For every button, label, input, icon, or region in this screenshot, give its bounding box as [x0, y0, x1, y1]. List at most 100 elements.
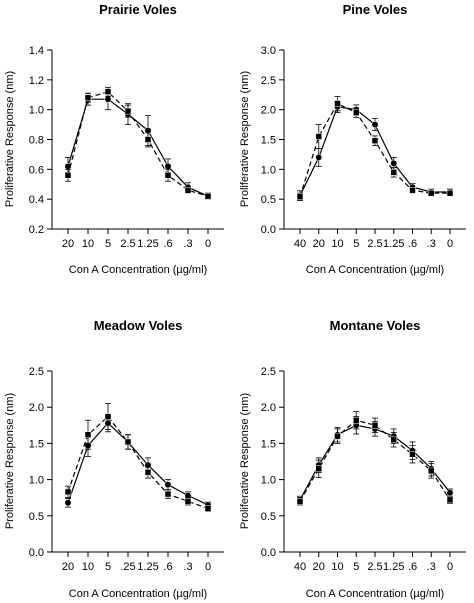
- x-tick-label: 1.25: [383, 561, 404, 573]
- y-tick-label: 1.2: [29, 75, 44, 87]
- y-tick-label: 0.5: [261, 194, 276, 206]
- x-tick-label: 20: [62, 238, 74, 250]
- x-tick-label: 5: [105, 561, 111, 573]
- y-tick-label: 2.5: [261, 366, 276, 378]
- series-squares: [296, 411, 454, 506]
- series-circles: [64, 414, 212, 509]
- x-tick-label: 2.5: [367, 238, 382, 250]
- data-point-square: [371, 137, 379, 144]
- data-point-square: [184, 186, 192, 194]
- series-line: [299, 102, 450, 197]
- y-tick-label: 1.0: [29, 105, 44, 117]
- panel-meadow-voles: Meadow Voles Con A Concentration (µg/ml)…: [4, 318, 224, 600]
- y-tick-label: 0.5: [261, 511, 276, 523]
- x-tick-label: 5: [353, 561, 359, 573]
- data-point-square: [144, 136, 152, 143]
- x-tick-label: 40: [294, 561, 306, 573]
- series-line: [67, 98, 209, 197]
- data-point-square: [64, 488, 72, 496]
- x-tick-label: .3: [427, 561, 436, 573]
- data-point-square: [390, 436, 397, 444]
- series-line: [67, 422, 209, 506]
- y-tick-label: 2.0: [29, 402, 44, 414]
- data-point-square: [446, 189, 454, 197]
- x-tick-label: .3: [427, 238, 436, 250]
- data-point-circle: [371, 121, 379, 129]
- panel-prairie-voles: Prairie Voles Con A Concentration (µg/ml…: [4, 2, 224, 276]
- panel-title: Meadow Voles: [94, 318, 183, 333]
- panel-pine-voles: Pine Voles Con A Concentration (µg/ml) P…: [239, 2, 466, 276]
- y-tick-label: 0.6: [29, 164, 44, 176]
- x-tick-label: .6: [163, 561, 172, 573]
- x-tick-label: .3: [183, 561, 192, 573]
- x-tick-label: 10: [82, 238, 94, 250]
- x-tick-label: .6: [408, 561, 417, 573]
- y-tick-label: 2.0: [261, 105, 276, 117]
- data-point-square: [315, 465, 322, 472]
- x-tick-label: 1.25: [383, 238, 404, 250]
- data-point-square: [409, 186, 416, 194]
- data-point-square: [296, 193, 304, 201]
- data-point-square: [124, 438, 132, 446]
- data-point-square: [164, 490, 172, 498]
- x-tick-label: 1.25: [137, 238, 158, 250]
- data-point-circle: [164, 162, 172, 170]
- y-axis-title: Proliferative Response (nm): [239, 71, 251, 207]
- y-tick-label: 1.0: [29, 475, 44, 487]
- series-line: [299, 419, 451, 502]
- y-tick-label: 2.0: [261, 402, 276, 414]
- y-tick-label: 2.5: [261, 75, 276, 87]
- data-point-circle: [164, 481, 172, 489]
- data-point-square: [296, 498, 304, 505]
- x-axis-title: Con A Concentration (µg/ml): [69, 588, 207, 600]
- x-tick-label: 2.5: [367, 561, 382, 573]
- data-point-square: [104, 88, 112, 96]
- series-circles: [296, 100, 454, 201]
- data-point-square: [390, 169, 397, 176]
- data-point-square: [84, 94, 92, 101]
- y-tick-label: 0.2: [29, 224, 44, 236]
- x-tick-label: 20: [313, 561, 325, 573]
- data-point-square: [353, 109, 360, 116]
- x-tick-label: 0: [205, 561, 211, 573]
- x-tick-label: 0: [205, 238, 211, 250]
- data-point-square: [204, 192, 212, 200]
- y-axis-title: Proliferative Response (nm): [239, 393, 251, 529]
- x-tick-label: .6: [408, 238, 417, 250]
- data-point-square: [164, 172, 172, 179]
- panel-title: Montane Voles: [330, 318, 421, 333]
- y-tick-label: 0.0: [261, 224, 276, 236]
- x-tick-label: 0: [447, 238, 453, 250]
- series-line: [67, 91, 209, 197]
- x-tick-label: 20: [62, 561, 74, 573]
- y-tick-label: 2.5: [29, 366, 44, 378]
- x-tick-label: 10: [82, 561, 94, 573]
- data-point-square: [124, 107, 132, 115]
- panel-montane-voles: Montane Voles Con A Concentration (µg/ml…: [239, 318, 466, 600]
- data-point-square: [64, 172, 72, 179]
- data-point-square: [409, 451, 416, 458]
- y-axis-title: Proliferative Response (nm): [4, 71, 16, 207]
- x-tick-label: 20: [313, 238, 325, 250]
- x-tick-label: 5: [353, 238, 359, 250]
- x-tick-label: .6: [163, 238, 172, 250]
- y-tick-label: 1.5: [261, 438, 276, 450]
- series-circles: [64, 88, 212, 200]
- x-tick-label: 10: [331, 561, 343, 573]
- x-axis-title: Con A Concentration (µg/ml): [69, 264, 207, 276]
- data-point-square: [104, 413, 112, 420]
- data-point-square: [371, 422, 379, 429]
- y-tick-label: 1.4: [29, 45, 44, 57]
- data-point-circle: [104, 95, 112, 103]
- data-point-circle: [390, 159, 398, 167]
- series-squares: [64, 403, 212, 512]
- x-tick-label: 10: [331, 238, 343, 250]
- data-point-square: [184, 498, 192, 505]
- y-tick-label: 0.0: [29, 547, 44, 559]
- y-tick-label: 1.5: [29, 438, 44, 450]
- data-point-square: [428, 189, 435, 197]
- x-tick-label: .3: [183, 238, 192, 250]
- x-tick-label: 2.5: [120, 238, 135, 250]
- x-tick-label: 40: [294, 238, 306, 250]
- data-point-circle: [64, 499, 72, 507]
